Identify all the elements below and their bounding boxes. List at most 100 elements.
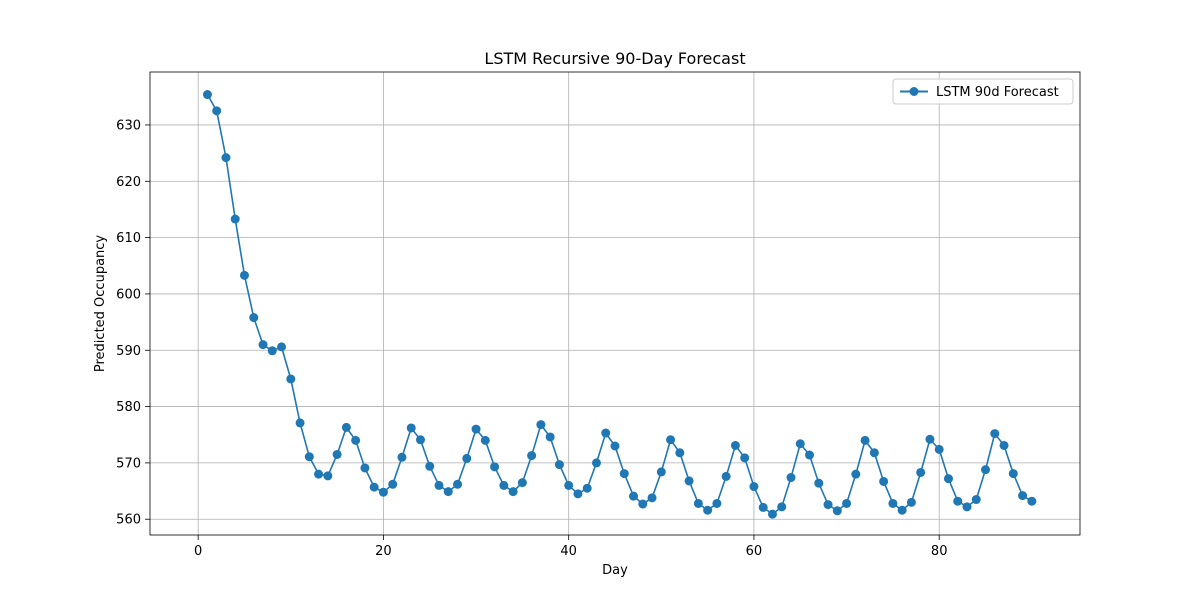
y-tick-label: 610 [116,231,141,246]
data-point [564,480,574,490]
data-point [786,473,796,483]
data-point [582,483,592,493]
data-point [425,461,435,471]
data-point [814,478,824,488]
data-point [749,482,759,492]
data-point [360,463,370,473]
x-axis-label: Day [602,563,628,578]
x-tick-label: 40 [560,544,577,559]
data-point [962,502,972,512]
data-point [777,502,787,512]
data-point [591,458,601,468]
data-point [527,451,537,461]
x-tick-label: 0 [194,544,202,559]
data-point [397,452,407,462]
data-point [869,448,879,458]
data-point [638,499,648,509]
data-point [499,480,509,490]
data-point [934,444,944,454]
data-point [462,453,472,463]
data-point [341,422,351,432]
data-point [267,346,277,356]
data-point [202,90,212,100]
data-point [304,452,314,462]
data-point [888,498,898,508]
data-point [545,432,555,442]
x-axis: 0 20 40 60 80 [194,535,947,559]
legend-marker-swatch [909,87,919,96]
y-tick-label: 570 [116,456,141,471]
x-tick-label: 60 [746,544,763,559]
y-tick-label: 560 [116,513,141,528]
data-point [508,487,518,497]
data-point [378,487,388,497]
data-point [629,491,639,501]
y-tick-label: 590 [116,344,141,359]
data-point [332,449,342,459]
data-point [767,509,777,519]
data-point [703,505,713,515]
data-point [221,153,231,163]
data-point [471,424,481,434]
data-point [434,480,444,490]
data-point [879,476,889,486]
data-point [832,506,842,516]
data-point [573,489,583,499]
data-point [906,497,916,507]
data-point [675,448,685,458]
data-point [601,428,611,438]
series-line [206,94,1033,515]
y-tick-label: 630 [116,118,141,133]
data-point [443,487,453,497]
data-point [693,498,703,508]
data-point [249,313,259,323]
data-point [684,476,694,486]
data-point [860,435,870,445]
data-point [415,435,425,445]
data-point [1027,496,1037,506]
legend: LSTM 90d Forecast [892,78,1074,105]
data-point [740,453,750,463]
data-point [212,106,222,116]
data-point [277,342,287,352]
grid-lines [150,72,1080,535]
data-point [795,439,805,449]
data-point [758,502,768,512]
data-point [981,465,991,475]
y-tick-label: 620 [116,175,141,190]
data-point [666,435,676,445]
data-point [230,214,240,224]
data-point [1018,491,1028,501]
x-tick-label: 80 [931,544,948,559]
data-point [314,469,324,479]
data-point [388,479,398,489]
data-point [990,429,1000,439]
data-point [916,467,926,477]
series-layer [202,90,1037,519]
data-point [971,495,981,505]
x-tick-label: 20 [375,544,392,559]
data-point [953,496,963,506]
data-point [842,498,852,508]
chart-title: LSTM Recursive 90-Day Forecast [484,49,745,68]
data-point [369,482,379,492]
data-point [239,270,249,280]
data-point [805,450,815,460]
data-point [721,471,731,481]
data-point [286,374,296,384]
data-point [897,505,907,515]
data-point [943,474,953,484]
data-point [1008,469,1018,479]
plot-frame [149,71,1081,536]
data-point [536,420,546,430]
y-tick-label: 580 [116,400,141,415]
data-point [258,340,268,350]
legend-box [892,78,1074,105]
data-point [823,500,833,510]
data-point [925,434,935,444]
data-point [351,435,361,445]
data-point [295,418,305,428]
data-point [712,498,722,508]
